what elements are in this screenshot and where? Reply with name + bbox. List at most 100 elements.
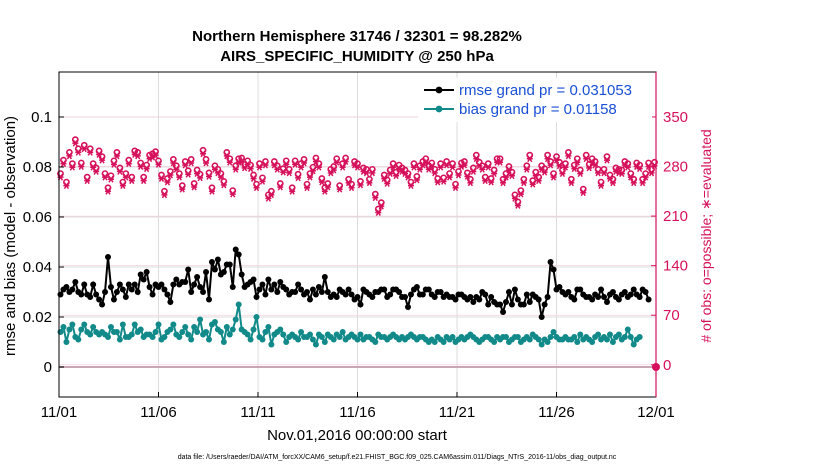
bias-series-point — [220, 339, 227, 345]
rmse-series-point — [621, 289, 628, 295]
obs-evaluated-marker — [375, 209, 382, 216]
rmse-series-point — [167, 299, 174, 305]
obs-evaluated-stroke — [399, 168, 405, 175]
obs-evaluated-stroke — [179, 185, 185, 193]
bias-series-point — [295, 336, 302, 343]
rmse-series-point — [253, 294, 260, 300]
rmse-series-point — [90, 281, 97, 288]
obs-evaluated-marker — [470, 168, 477, 175]
rmse-series-point — [113, 289, 120, 295]
rmse-series-point — [292, 289, 299, 295]
obs-evaluated-stroke — [363, 169, 370, 177]
rmse-series-point — [229, 284, 236, 290]
obs-evaluated-stroke — [541, 168, 548, 176]
obs-evaluated-marker — [277, 183, 284, 191]
obs-evaluated-stroke — [206, 173, 212, 180]
bias-series-point — [113, 329, 120, 335]
obs-evaluated-stroke — [405, 173, 411, 181]
bias-series-point — [372, 339, 379, 345]
obs-evaluated-stroke — [473, 155, 479, 163]
rmse-series-point — [214, 256, 221, 263]
obs-evaluated-marker — [188, 159, 195, 167]
obs-evaluated-stroke — [271, 161, 277, 169]
rmse-series-point — [603, 299, 610, 305]
rmse-series-point — [191, 281, 198, 288]
bias-series-point — [107, 324, 114, 330]
obs-evaluated-stroke — [461, 161, 468, 169]
obs-evaluated-marker — [372, 194, 379, 202]
obs-evaluated-stroke — [503, 173, 509, 181]
bias-series-point — [538, 341, 545, 348]
y-tick-label: 0.08 — [23, 159, 52, 176]
bias-series-point — [194, 329, 201, 335]
y2-axis-label: # of obs: o=possible; ∗=evaluated — [698, 129, 714, 342]
obs-evaluated-marker — [514, 202, 521, 209]
rmse-series-point — [164, 291, 171, 298]
obs-evaluated-stroke — [215, 169, 221, 177]
obs-evaluated-marker — [161, 191, 168, 199]
obs-evaluated-stroke — [289, 187, 295, 195]
obs-evaluated-marker — [348, 184, 355, 192]
obs-evaluated-stroke — [209, 187, 215, 195]
obs-evaluated-marker — [250, 175, 257, 182]
bias-series-point — [137, 326, 144, 333]
obs-evaluated-marker — [66, 152, 73, 160]
x-axis-ticks: 11/01 11/06 11/11 11/16 11/21 11/26 12/01 — [41, 392, 675, 421]
obs-evaluated-marker — [119, 182, 126, 190]
rmse-series-point — [318, 289, 325, 295]
bias-series-point — [57, 329, 64, 335]
bias-series-point — [226, 331, 233, 338]
obs-evaluated-stroke — [500, 179, 506, 187]
obs-evaluated-marker — [556, 162, 563, 170]
bias-series-point — [119, 321, 126, 328]
obs-evaluated-marker — [443, 161, 450, 169]
rmse-series-point — [312, 291, 319, 298]
obs-evaluated-stroke — [613, 168, 619, 175]
bias-series-point — [550, 329, 557, 335]
obs-evaluated-stroke — [455, 171, 462, 179]
obs-evaluated-stroke — [60, 160, 67, 168]
obs-evaluated-marker — [280, 168, 287, 176]
rmse-series-point — [452, 296, 459, 303]
obs-evaluated-marker — [577, 170, 584, 178]
obs-evaluated-stroke — [583, 155, 589, 163]
rmse-series-point — [345, 286, 352, 293]
obs-evaluated-stroke — [556, 162, 563, 170]
obs-evaluated-marker — [407, 182, 414, 190]
rmse-series-point — [99, 301, 106, 308]
bias-series-point — [298, 329, 305, 335]
obs-evaluated-stroke — [310, 167, 316, 175]
bias-series-point — [357, 331, 364, 338]
obs-evaluated-marker — [292, 160, 299, 168]
bias-series-point — [149, 334, 156, 340]
obs-evaluated-stroke — [648, 169, 655, 177]
bias-series-point — [265, 324, 272, 330]
rmse-series-point — [146, 284, 153, 290]
obs-evaluated-marker — [170, 159, 177, 167]
obs-evaluated-stroke — [63, 182, 70, 190]
legend-bias-label: bias grand pr = 0.01158 — [459, 101, 617, 118]
obs-evaluated-marker — [295, 174, 302, 182]
obs-evaluated-marker — [327, 169, 334, 177]
obs-evaluated-stroke — [527, 155, 533, 163]
obs-evaluated-marker — [274, 165, 281, 173]
obs-evaluated-stroke — [176, 173, 182, 181]
rmse-series-point — [407, 291, 414, 298]
obs-evaluated-stroke — [589, 158, 595, 166]
obs-evaluated-stroke — [197, 174, 203, 182]
obs-evaluated-marker — [410, 163, 417, 171]
obs-evaluated-marker — [363, 169, 370, 177]
rmse-series-point — [131, 281, 138, 288]
bias-series-point — [188, 336, 195, 343]
obs-evaluated-stroke — [414, 176, 420, 184]
obs-evaluated-marker — [238, 158, 245, 165]
obs-evaluated-stroke — [354, 163, 361, 171]
rmse-series-point — [541, 301, 548, 308]
y2-tick-label: 140 — [663, 258, 688, 275]
bias-series-point — [253, 314, 260, 320]
obs-evaluated-stroke — [155, 160, 162, 168]
obs-evaluated-stroke — [256, 163, 263, 171]
rmse-series-point — [354, 294, 361, 300]
obs-evaluated-stroke — [402, 170, 408, 178]
bias-series-point — [330, 336, 337, 343]
